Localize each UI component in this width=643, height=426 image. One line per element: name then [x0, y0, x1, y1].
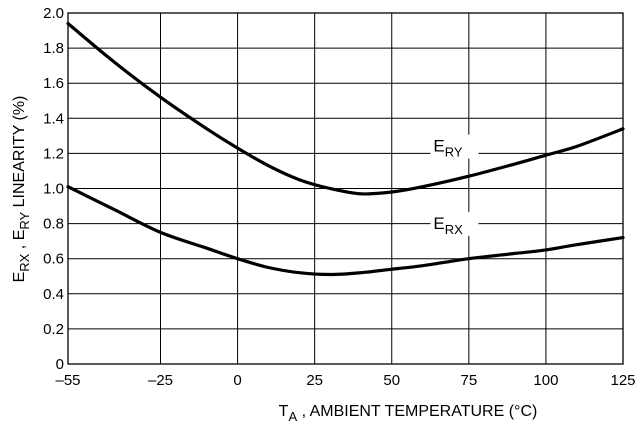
x-axis-title: TA , AMBIENT TEMPERATURE (°C) — [279, 403, 538, 424]
y-tick-label: 2.0 — [43, 5, 64, 22]
x-tick-label: 125 — [610, 372, 635, 389]
x-tick-labels: –55 –25 0 25 50 75 100 125 — [55, 372, 635, 389]
series-line-erx — [66, 185, 625, 277]
x-tick-label: 0 — [233, 372, 241, 389]
series-label-ery: ERY — [433, 137, 462, 160]
y-tick-label: 1.0 — [43, 181, 64, 198]
y-tick-label: 0.4 — [43, 286, 64, 303]
x-tick-label: –25 — [148, 372, 173, 389]
y-tick-label: 0.8 — [43, 216, 64, 233]
x-tick-label: 75 — [460, 372, 477, 389]
series-label-background — [430, 134, 479, 159]
series-lines — [66, 21, 625, 277]
x-tick-label: 50 — [383, 372, 400, 389]
y-tick-label: 0.6 — [43, 251, 64, 268]
series-label-background — [430, 211, 479, 236]
y-axis-title: ERX , ERY LINEARITY (%) — [11, 96, 32, 283]
x-tick-label: 25 — [306, 372, 323, 389]
series-labels: ERY ERX — [430, 134, 479, 237]
x-tick-label: –55 — [55, 372, 80, 389]
plot-frame — [67, 12, 624, 365]
y-tick-label: 0.2 — [43, 321, 64, 338]
grid — [67, 12, 624, 365]
y-tick-label: 1.2 — [43, 145, 64, 162]
series-label-erx: ERX — [433, 214, 463, 237]
y-tick-labels: 0 0.2 0.4 0.6 0.8 1.0 1.2 1.4 1.6 1.8 2.0 — [43, 5, 64, 373]
y-tick-label: 1.4 — [43, 110, 64, 127]
x-tick-label: 100 — [533, 372, 558, 389]
y-tick-label: 1.6 — [43, 75, 64, 92]
y-tick-label: 0 — [56, 356, 64, 373]
y-tick-label: 1.8 — [43, 40, 64, 57]
series-line-ery — [66, 21, 625, 196]
